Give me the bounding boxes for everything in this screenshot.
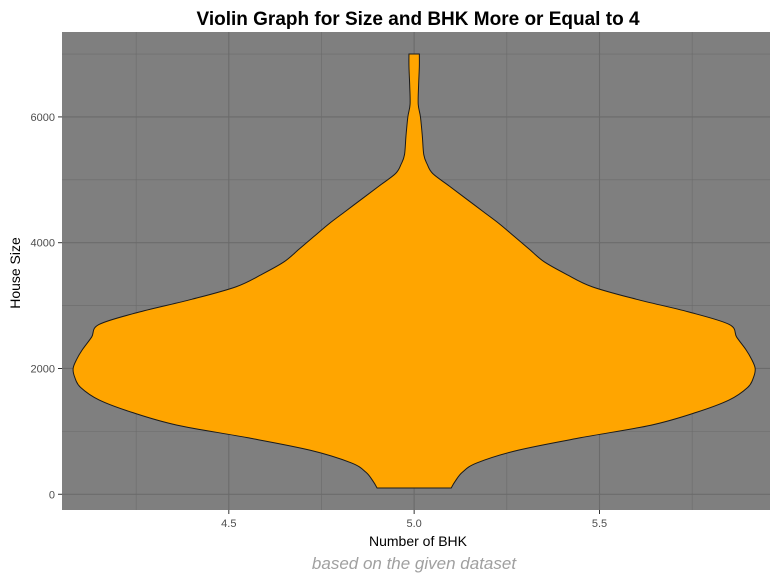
y-tick-label: 2000 xyxy=(31,363,55,375)
chart-caption: based on the given dataset xyxy=(312,554,517,573)
x-tick-label: 4.5 xyxy=(221,518,236,530)
chart-title: Violin Graph for Size and BHK More or Eq… xyxy=(196,9,639,30)
plot-panel xyxy=(62,32,770,510)
x-tick-label: 5.0 xyxy=(406,518,421,530)
y-axis-ticks: 0 2000 4000 6000 xyxy=(31,112,62,501)
y-tick-label: 4000 xyxy=(31,238,55,250)
violin-shape xyxy=(72,53,756,489)
y-axis-label: House Size xyxy=(7,237,23,309)
y-tick-label: 0 xyxy=(49,489,55,501)
x-axis-label: Number of BHK xyxy=(369,533,468,549)
x-tick-label: 5.5 xyxy=(592,518,607,530)
x-axis-ticks: 4.5 5.0 5.5 xyxy=(221,510,607,530)
y-tick-label: 6000 xyxy=(31,112,55,124)
